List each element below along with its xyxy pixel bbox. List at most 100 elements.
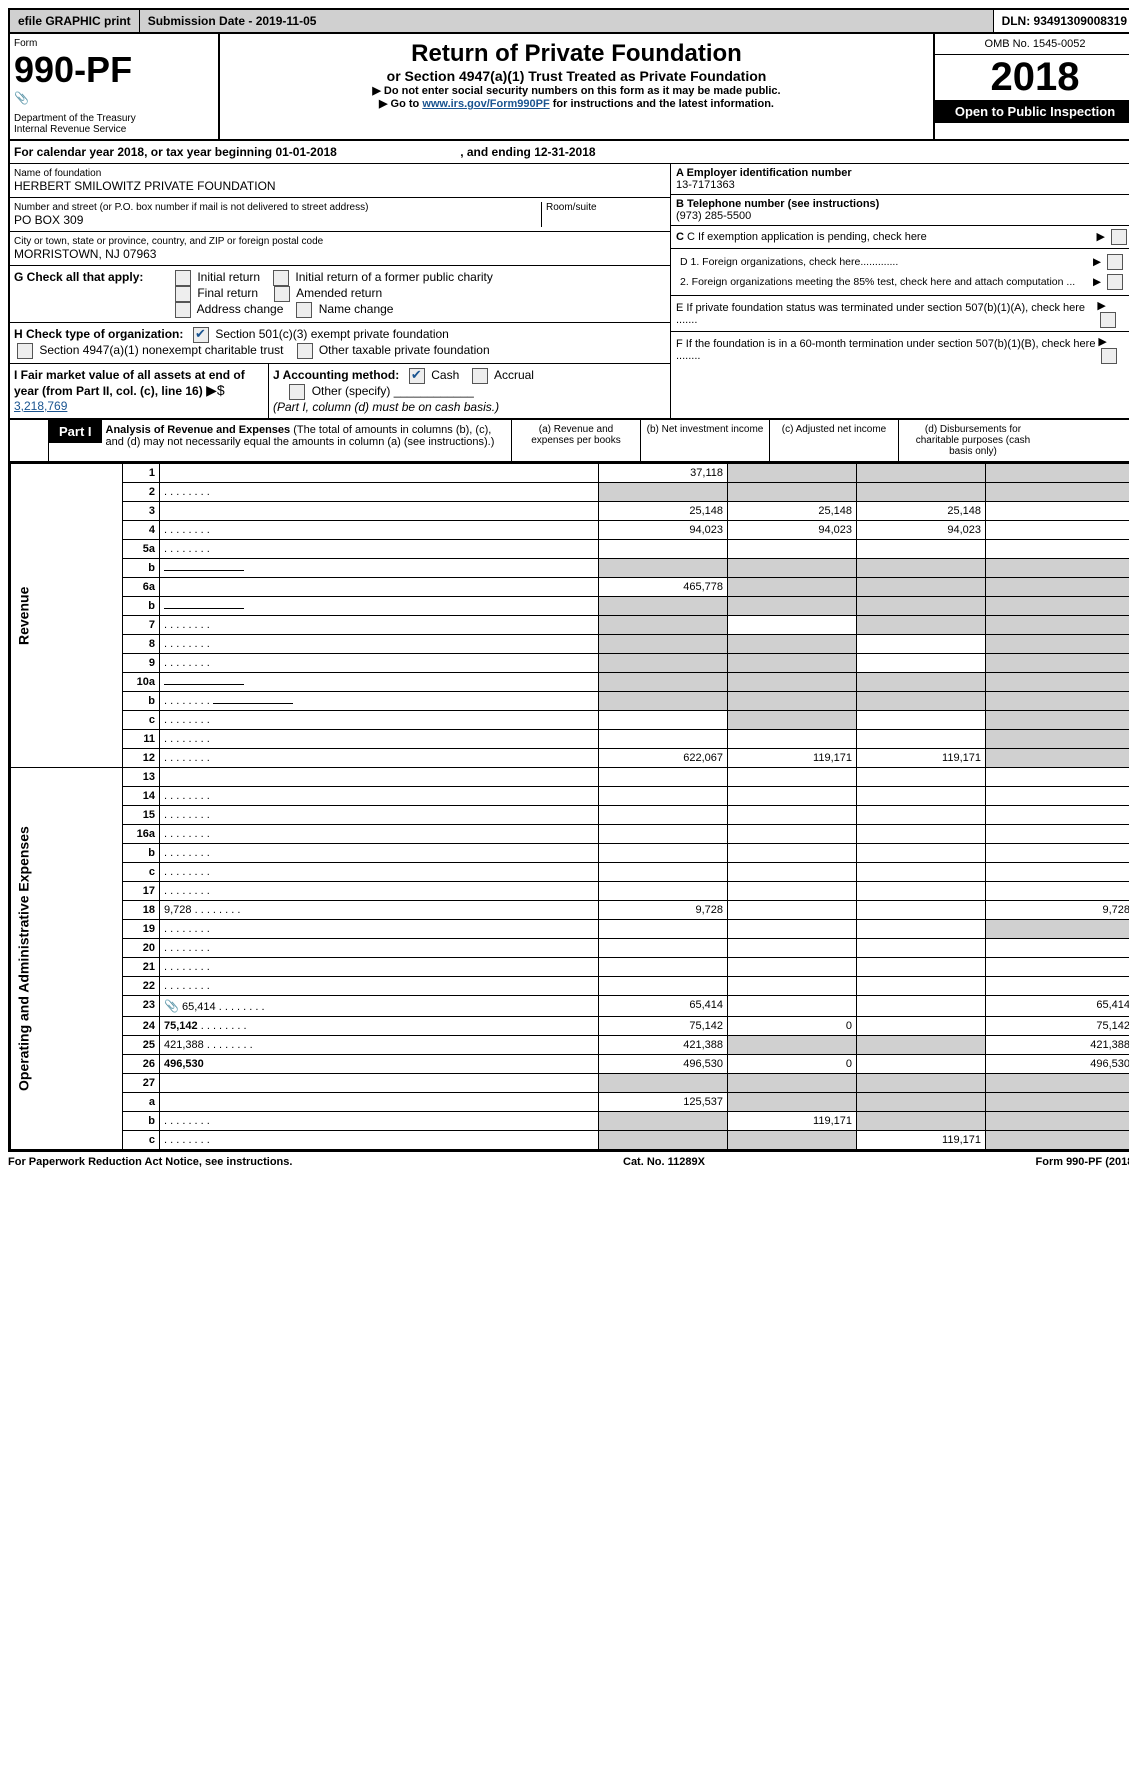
submission-date: Submission Date - 2019-11-05 [140,10,994,32]
ein-label: A Employer identification number [676,167,852,179]
line-number: 16a [123,825,160,844]
table-row: 10a [11,673,1129,692]
line-description [160,1074,599,1093]
line-number: a [123,1093,160,1112]
checkbox-other-method[interactable] [289,384,305,400]
line-number: 2 [123,483,160,502]
checkbox-address-change[interactable] [175,302,191,318]
line-description [160,654,599,673]
line-number: 10a [123,673,160,692]
cell-a [599,559,728,578]
line-description [160,692,599,711]
checkbox-501c3[interactable] [193,327,209,343]
cell-d: 496,530 [986,1055,1129,1074]
checkbox-initial-former[interactable] [273,270,289,286]
checkbox-final-return[interactable] [175,286,191,302]
cell-d [986,882,1129,901]
cell-b [728,540,857,559]
cell-c [857,939,986,958]
cell-c [857,901,986,920]
cell-a [599,958,728,977]
cell-a [599,882,728,901]
cell-c [857,597,986,616]
form-label: Form [14,38,214,49]
line-description [160,559,599,578]
cell-b [728,825,857,844]
line-number: 9 [123,654,160,673]
cell-b [728,711,857,730]
checkbox-name-change[interactable] [296,302,312,318]
cell-c [857,559,986,578]
cell-b [728,863,857,882]
checkbox-initial-return[interactable] [175,270,191,286]
c-label: C If exemption application is pending, c… [687,231,927,243]
cell-d [986,825,1129,844]
checkbox-other-taxable[interactable] [297,343,313,359]
cell-c [857,635,986,654]
table-row: 19 [11,920,1129,939]
checkbox-4947[interactable] [17,343,33,359]
checkbox-d2[interactable] [1107,274,1123,290]
section-h: H Check type of organization: Section 50… [10,323,670,364]
cell-c [857,578,986,597]
addr-label: Number and street (or P.O. box number if… [14,202,541,213]
checkbox-f[interactable] [1101,348,1117,364]
col-c-header: (c) Adjusted net income [769,420,898,461]
cell-d [986,1074,1129,1093]
fmv-link[interactable]: 3,218,769 [14,399,67,413]
ein: 13-7171363 [676,179,735,191]
cell-c [857,654,986,673]
city-label: City or town, state or province, country… [14,236,666,247]
cell-b [728,597,857,616]
cell-c [857,1036,986,1055]
cell-b [728,939,857,958]
line-number: 3 [123,502,160,521]
table-row: 4 94,02394,02394,023 [11,521,1129,540]
instructions-link[interactable]: www.irs.gov/Form990PF [422,98,549,110]
cell-a: 465,778 [599,578,728,597]
form-subtitle: or Section 4947(a)(1) Trust Treated as P… [226,68,927,84]
cell-a: 25,148 [599,502,728,521]
address: PO BOX 309 [14,213,541,227]
cell-d [986,502,1129,521]
line-number: 12 [123,749,160,768]
cell-a [599,673,728,692]
d1-label: D 1. Foreign organizations, check here..… [680,256,898,268]
checkbox-d1[interactable] [1107,254,1123,270]
line-number: b [123,692,160,711]
line-number: 22 [123,977,160,996]
line-description: 496,530 [160,1055,599,1074]
checkbox-e[interactable] [1100,312,1116,328]
table-row: b [11,597,1129,616]
cell-b: 25,148 [728,502,857,521]
cell-c [857,1112,986,1131]
cell-a [599,540,728,559]
line-number: c [123,863,160,882]
cell-d [986,654,1129,673]
cell-d [986,1131,1129,1150]
line-number: 7 [123,616,160,635]
cell-c: 94,023 [857,521,986,540]
phone: (973) 285-5500 [676,210,751,222]
checkbox-amended[interactable] [274,286,290,302]
cell-a [599,1074,728,1093]
attachment-icon[interactable]: 📎 [164,999,179,1013]
table-row: 15 [11,806,1129,825]
cell-c [857,920,986,939]
checkbox-cash[interactable] [409,368,425,384]
line-description [160,483,599,502]
cell-a: 65,414 [599,996,728,1017]
attachment-icon[interactable]: 📎 [14,91,29,105]
checkbox-c[interactable] [1111,229,1127,245]
table-row: Revenue137,118 [11,464,1129,483]
table-row: 14 [11,787,1129,806]
line-description [160,540,599,559]
part-i-header: Part I Analysis of Revenue and Expenses … [10,418,1129,463]
cell-a: 622,067 [599,749,728,768]
cell-d [986,635,1129,654]
line-number: 27 [123,1074,160,1093]
line-description [160,730,599,749]
omb-number: OMB No. 1545-0052 [935,34,1129,55]
checkbox-accrual[interactable] [472,368,488,384]
table-row: 17 [11,882,1129,901]
